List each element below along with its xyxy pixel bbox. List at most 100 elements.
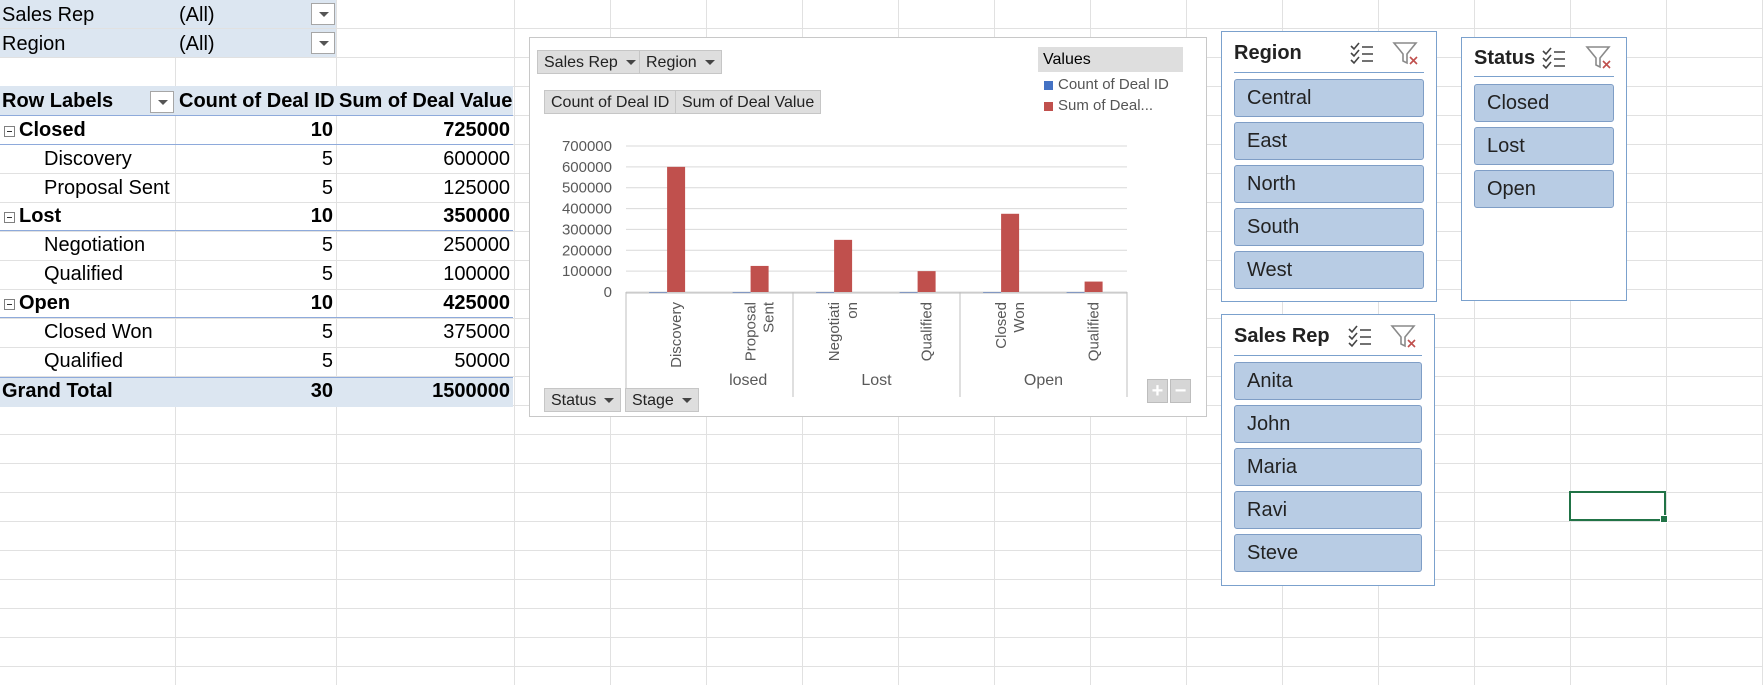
item-count: 5 bbox=[321, 234, 333, 256]
group-label-open[interactable]: Open bbox=[19, 292, 71, 314]
group-label-closed[interactable]: Closed bbox=[19, 119, 86, 141]
slicer-item-central[interactable]: Central bbox=[1234, 79, 1424, 117]
filter-row-sales-rep bbox=[0, 0, 336, 28]
slicer-status[interactable]: Status Closed Lost Open bbox=[1461, 37, 1627, 301]
slicer-item-west[interactable]: West bbox=[1234, 251, 1424, 289]
chart-plot-area: 0 100000 200000 300000 400000 500000 600000 700… bbox=[562, 138, 1128, 397]
group-sum-closed: 725000 bbox=[443, 119, 510, 141]
group-divider bbox=[0, 230, 513, 231]
collapse-icon[interactable] bbox=[4, 299, 15, 310]
item-count: 5 bbox=[321, 321, 333, 343]
count-header[interactable]: Count of Deal ID bbox=[179, 90, 335, 112]
item-sum: 50000 bbox=[454, 350, 510, 372]
collapse-icon[interactable] bbox=[4, 212, 15, 223]
collapse-icon[interactable] bbox=[4, 126, 15, 137]
item-label-qualified: Qualified bbox=[44, 350, 123, 372]
x-tick-label: Proposal bbox=[743, 302, 760, 361]
expand-field-button[interactable]: + bbox=[1147, 379, 1168, 403]
slicer-item-east[interactable]: East bbox=[1234, 122, 1424, 160]
legend-label: Sum of Deal... bbox=[1058, 97, 1154, 114]
chart-value-sum-button[interactable]: Sum of Deal Value bbox=[675, 90, 822, 114]
legend-header[interactable]: Values bbox=[1038, 47, 1183, 72]
slicer-divider bbox=[1234, 72, 1424, 73]
item-sum: 100000 bbox=[443, 263, 510, 285]
y-tick-label: 600000 bbox=[562, 159, 612, 176]
grand-total-sum: 1500000 bbox=[432, 380, 510, 402]
legend-swatch bbox=[1044, 101, 1053, 111]
item-count: 5 bbox=[321, 350, 333, 372]
legend-item-count[interactable]: Count of Deal ID bbox=[1044, 76, 1169, 93]
chevron-down-icon bbox=[704, 60, 715, 66]
row-labels-header[interactable]: Row Labels bbox=[2, 90, 114, 112]
bar-count-of-deal-id bbox=[983, 291, 1002, 293]
chevron-down-icon bbox=[625, 60, 636, 66]
chart-filter-label: Region bbox=[646, 54, 697, 71]
filter-label-sales-rep: Sales Rep bbox=[2, 4, 95, 26]
slicer-divider bbox=[1474, 76, 1614, 77]
item-sum: 125000 bbox=[443, 177, 510, 199]
x-tick-label: Won bbox=[1011, 302, 1028, 333]
slicer-item-ravi[interactable]: Ravi bbox=[1234, 491, 1422, 529]
row-labels-filter-button[interactable] bbox=[150, 91, 174, 113]
collapse-field-button[interactable]: − bbox=[1170, 379, 1191, 403]
item-label-negotiation: Negotiation bbox=[44, 234, 146, 256]
grand-total-label: Grand Total bbox=[2, 380, 113, 402]
bar-count-of-deal-id bbox=[899, 291, 918, 293]
chart-value-count-button[interactable]: Count of Deal ID bbox=[544, 90, 677, 114]
group-count-closed: 10 bbox=[310, 119, 333, 141]
item-count: 5 bbox=[321, 177, 333, 199]
slicer-item-maria[interactable]: Maria bbox=[1234, 448, 1422, 486]
slicer-item-john[interactable]: John bbox=[1234, 405, 1422, 443]
clear-filter-icon[interactable] bbox=[1392, 40, 1420, 68]
chevron-down-icon bbox=[681, 398, 692, 404]
group-divider bbox=[0, 317, 513, 318]
x-tick-label: Discovery bbox=[668, 302, 685, 368]
chart-filter-region-button[interactable]: Region bbox=[639, 50, 722, 74]
bar-sum-of-deal-value bbox=[834, 239, 853, 292]
group-axis-label: losed bbox=[729, 372, 767, 389]
active-cell-selection[interactable] bbox=[1569, 491, 1668, 523]
filter-dropdown-region[interactable] bbox=[311, 32, 335, 54]
clear-filter-icon[interactable] bbox=[1390, 323, 1418, 351]
x-tick-label: on bbox=[844, 302, 861, 319]
bar-count-of-deal-id bbox=[732, 291, 751, 293]
x-tick-label: Sent bbox=[761, 301, 778, 333]
sum-header[interactable]: Sum of Deal Value bbox=[339, 90, 513, 112]
filter-dropdown-sales-rep[interactable] bbox=[311, 3, 335, 25]
multi-select-icon[interactable] bbox=[1541, 45, 1567, 71]
slicer-item-north[interactable]: North bbox=[1234, 165, 1424, 203]
slicer-divider bbox=[1234, 355, 1422, 356]
x-tick-label: Closed bbox=[993, 302, 1010, 349]
slicer-item-open[interactable]: Open bbox=[1474, 170, 1614, 208]
clear-filter-icon[interactable] bbox=[1585, 44, 1613, 72]
item-sum: 375000 bbox=[443, 321, 510, 343]
slicer-item-steve[interactable]: Steve bbox=[1234, 534, 1422, 572]
multi-select-icon[interactable] bbox=[1347, 323, 1373, 349]
legend-item-sum[interactable]: Sum of Deal... bbox=[1044, 97, 1153, 114]
group-sum-open: 425000 bbox=[443, 292, 510, 314]
bar-sum-of-deal-value bbox=[1001, 213, 1020, 292]
slicer-region[interactable]: Region Central East North South West bbox=[1221, 31, 1437, 302]
group-label-lost[interactable]: Lost bbox=[19, 205, 62, 227]
grand-total-row bbox=[0, 377, 513, 407]
group-axis-label: Lost bbox=[861, 372, 892, 389]
filter-value-region[interactable]: (All) bbox=[179, 33, 215, 55]
item-label-qualified: Qualified bbox=[44, 263, 123, 285]
chevron-down-icon bbox=[604, 398, 615, 404]
slicer-item-closed[interactable]: Closed bbox=[1474, 84, 1614, 122]
x-tick-label: Qualified bbox=[919, 302, 936, 361]
y-tick-label: 0 bbox=[604, 284, 612, 301]
slicer-sales-rep[interactable]: Sales Rep Anita John Maria Ravi Steve bbox=[1221, 314, 1435, 586]
slicer-item-lost[interactable]: Lost bbox=[1474, 127, 1614, 165]
group-sum-lost: 350000 bbox=[443, 205, 510, 227]
slicer-item-south[interactable]: South bbox=[1234, 208, 1424, 246]
pivot-chart[interactable]: Sales Rep Region Count of Deal ID Sum of… bbox=[529, 37, 1207, 417]
slicer-title: Status bbox=[1474, 47, 1536, 69]
multi-select-icon[interactable] bbox=[1349, 40, 1375, 66]
chart-filter-sales-rep-button[interactable]: Sales Rep bbox=[537, 50, 643, 74]
chart-axis-status-button[interactable]: Status bbox=[544, 388, 622, 412]
chart-axis-stage-button[interactable]: Stage bbox=[625, 388, 699, 412]
filter-value-sales-rep[interactable]: (All) bbox=[179, 4, 215, 26]
slicer-item-anita[interactable]: Anita bbox=[1234, 362, 1422, 400]
bar-count-of-deal-id bbox=[649, 291, 668, 293]
